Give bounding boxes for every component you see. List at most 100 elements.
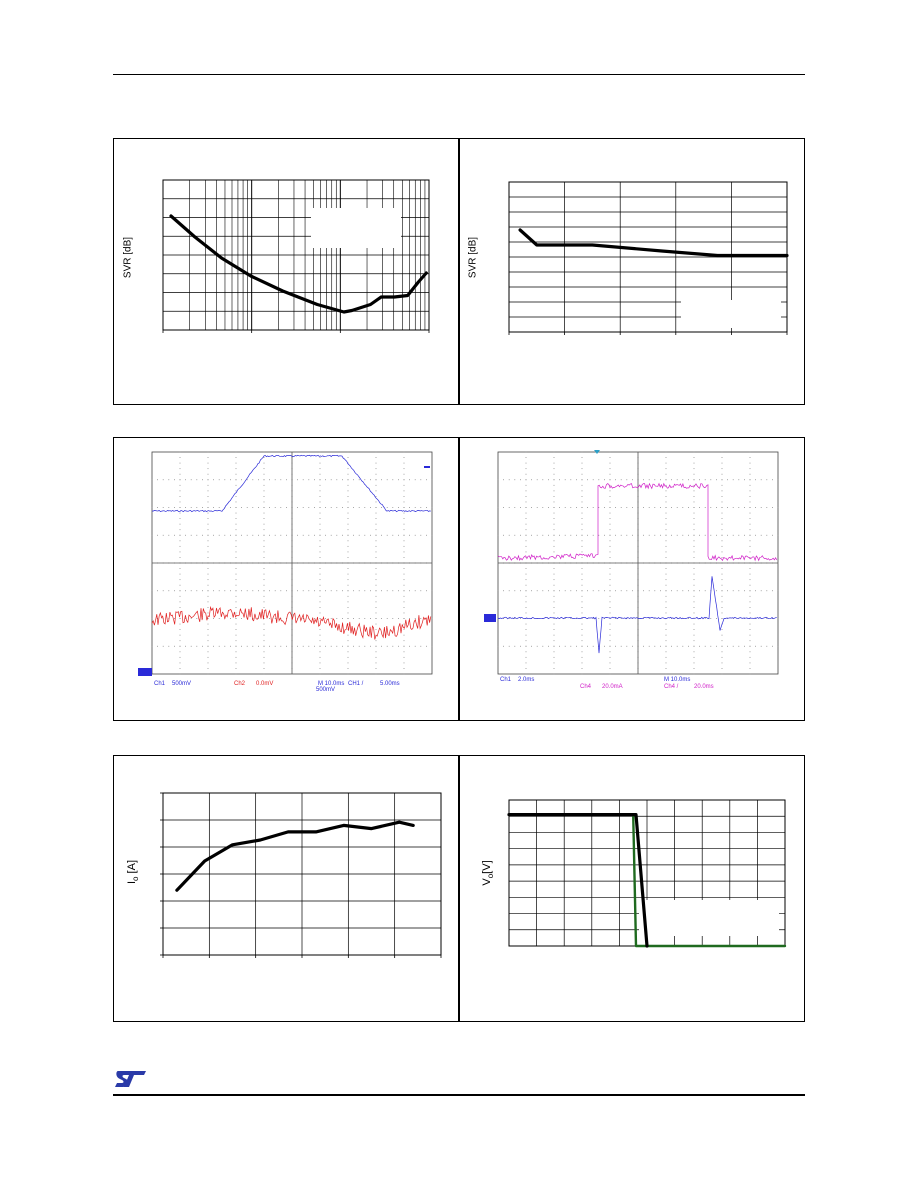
grid-dot [525,612,527,614]
grid-dot [157,479,158,481]
grid-dot [409,618,410,619]
grid-dot [375,656,377,658]
grid-dot [581,640,583,642]
legend-box [639,900,779,936]
grid-dot [693,545,695,547]
grid-dot [263,462,265,464]
grid-dot [693,523,695,525]
grid-dot [269,645,270,647]
grid-dot [643,645,644,647]
grid-dot [420,507,422,508]
grid-dot [398,590,399,592]
grid-dot [375,623,377,625]
grid-dot [716,590,717,592]
grid-dot [553,573,555,575]
grid-dot [693,623,695,625]
grid-dot [207,668,209,669]
series-line [175,820,415,892]
grid-dot [525,484,527,486]
grid-dot [609,457,611,458]
grid-dot [190,479,192,481]
grid-dot [398,645,399,647]
grid-dot [179,656,181,658]
grid-dot [308,590,310,592]
grid-dot [319,629,321,630]
grid-dot [514,645,516,647]
grid-dot [420,645,422,647]
grid-dot [207,579,209,581]
grid-dot [760,507,762,508]
grid-dot [721,523,723,525]
grid-dot [693,501,695,503]
grid-dot [654,534,656,536]
grid-dot [581,607,583,608]
grid-dot [347,584,349,586]
grid-dot [375,612,377,614]
grid-dot [263,668,265,669]
grid-dot [699,645,700,647]
grid-dot [693,484,695,486]
grid-dot [179,557,181,558]
grid-dot [263,490,265,492]
grid-dot [553,645,555,647]
grid-dot [392,479,394,481]
grid-dot [553,668,555,669]
grid-dot [375,651,377,653]
grid-dot [358,645,360,647]
grid-dot [525,551,527,553]
grid-dot [738,590,740,592]
grid-dot [213,590,214,592]
grid-dot [207,479,209,481]
grid-dot [263,601,265,603]
grid-dot [207,484,209,486]
grid-dot [308,479,310,481]
grid-dot [598,507,600,508]
grid-dot [592,645,594,647]
grid-dot [609,523,611,525]
grid-dot [665,573,667,575]
grid-dot [525,457,527,458]
grid-dot [280,507,282,508]
grid-dot [403,651,405,653]
grid-dot [330,590,332,592]
grid-dot [235,484,237,486]
grid-dot [370,507,371,508]
grid-dot [553,623,555,625]
grid-dot [732,479,734,481]
grid-dot [431,618,433,619]
grid-dot [319,540,321,542]
grid-dot [179,629,181,630]
grid-dot [581,656,583,658]
grid-dot [375,568,377,569]
grid-dot [347,612,349,614]
grid-dot [604,534,605,536]
grid-dot [403,629,405,630]
grid-dot [710,534,712,536]
grid-dot [431,590,433,592]
grid-dot [319,523,321,525]
grid-dot [235,518,237,519]
grid-dot [420,590,422,592]
grid-dot [542,590,544,592]
grid-dot [375,512,377,514]
grid-dot [179,662,181,664]
grid-dot [375,484,377,486]
grid-dot [587,507,588,508]
grid-dot [263,568,265,569]
grid-dot [688,590,689,592]
grid-dot [536,590,538,592]
grid-dot [403,473,405,475]
series-line-black [507,813,649,948]
grid-dot [564,618,566,619]
grid-dot [403,656,405,658]
grid-dot [693,612,695,614]
grid-dot [749,557,751,558]
grid-dot [235,656,237,658]
grid-dot [665,540,667,542]
grid-dot [157,590,158,592]
grid-dot [732,645,734,647]
grid-dot [581,496,583,497]
grid-dot [548,507,549,508]
grid-dot [375,540,377,542]
grid-dot [693,468,695,470]
